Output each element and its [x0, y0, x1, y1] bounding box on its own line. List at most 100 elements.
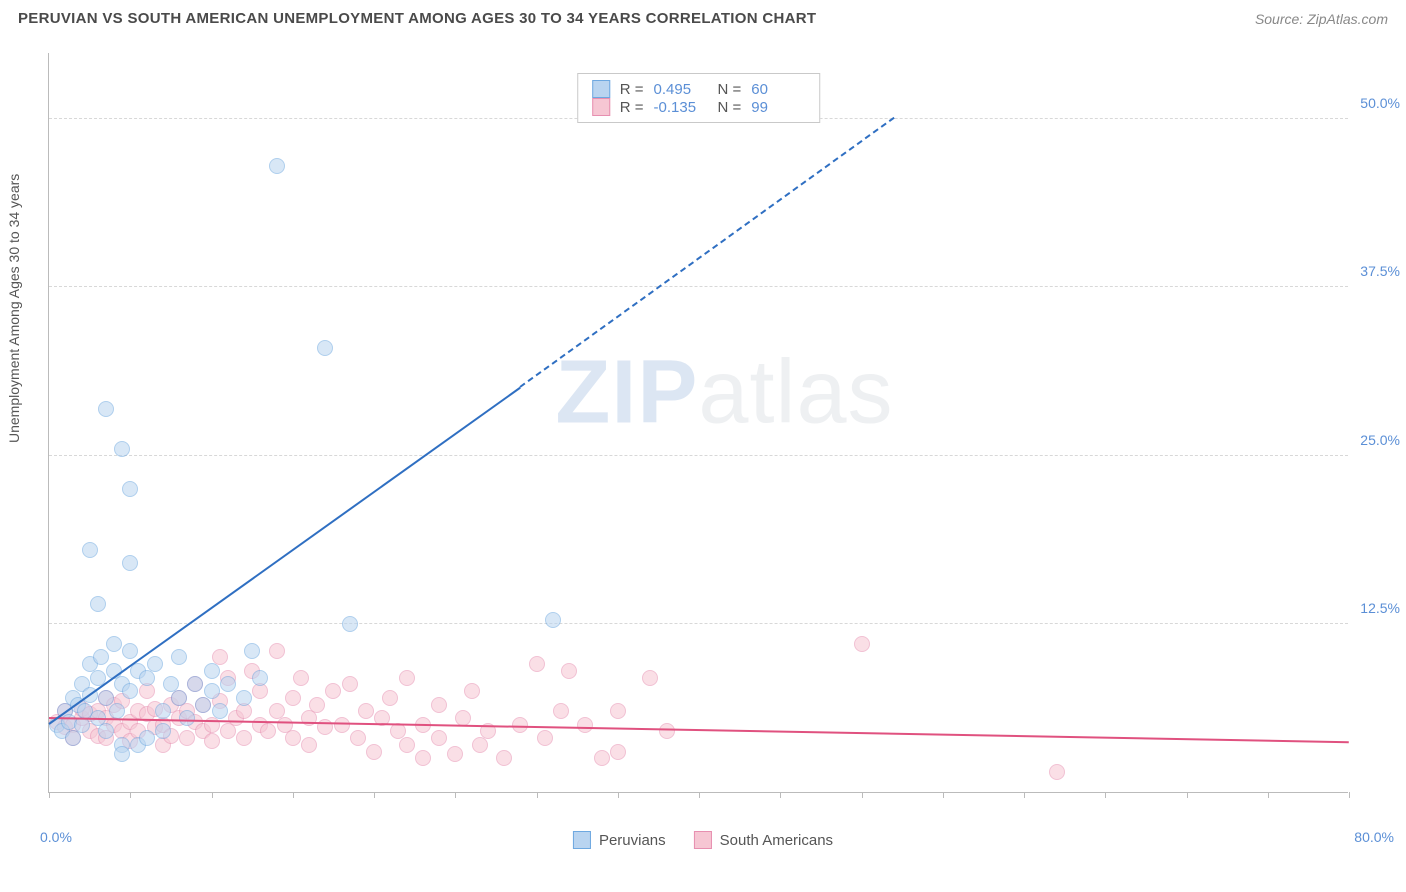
- x-tick-mark: [618, 792, 619, 798]
- legend-item-south-americans: South Americans: [694, 831, 833, 849]
- point-south-american: [106, 697, 122, 713]
- point-peruvian: [269, 158, 285, 174]
- point-south-american: [277, 717, 293, 733]
- point-peruvian: [114, 737, 130, 753]
- point-peruvian: [74, 676, 90, 692]
- point-south-american: [155, 737, 171, 753]
- point-south-american: [325, 683, 341, 699]
- n-value-peruvians: 60: [751, 81, 805, 98]
- point-peruvian: [155, 723, 171, 739]
- point-south-american: [334, 717, 350, 733]
- point-south-american: [342, 676, 358, 692]
- point-south-american: [1049, 764, 1065, 780]
- point-south-american: [285, 690, 301, 706]
- point-peruvian: [155, 703, 171, 719]
- point-south-american: [130, 723, 146, 739]
- gridline: [49, 623, 1348, 624]
- watermark: ZIPatlas: [555, 341, 893, 444]
- correlation-legend: R = 0.495 N = 60 R = -0.135 N = 99: [577, 73, 821, 123]
- point-south-american: [496, 750, 512, 766]
- point-south-american: [269, 703, 285, 719]
- point-south-american: [472, 737, 488, 753]
- point-south-american: [163, 728, 179, 744]
- point-south-american: [82, 723, 98, 739]
- point-south-american: [366, 744, 382, 760]
- legend-label-peruvians: Peruvians: [599, 832, 666, 849]
- point-south-american: [293, 670, 309, 686]
- point-south-american: [269, 643, 285, 659]
- legend-row-peruvians: R = 0.495 N = 60: [592, 80, 806, 98]
- n-value-south-americans: 99: [751, 99, 805, 116]
- x-tick-mark: [1187, 792, 1188, 798]
- point-peruvian: [93, 649, 109, 665]
- point-south-american: [309, 697, 325, 713]
- point-south-american: [455, 710, 471, 726]
- trendline-south-american: [49, 717, 1349, 743]
- series-legend: Peruvians South Americans: [573, 831, 833, 849]
- point-south-american: [464, 683, 480, 699]
- x-tick-mark: [212, 792, 213, 798]
- x-tick-mark: [130, 792, 131, 798]
- point-south-american: [212, 649, 228, 665]
- point-south-american: [537, 730, 553, 746]
- point-peruvian: [171, 649, 187, 665]
- point-south-american: [163, 697, 179, 713]
- point-south-american: [204, 733, 220, 749]
- x-tick-mark: [293, 792, 294, 798]
- point-south-american: [220, 670, 236, 686]
- swatch-peruvians-icon: [573, 831, 591, 849]
- swatch-south-americans-icon: [694, 831, 712, 849]
- point-peruvian: [163, 676, 179, 692]
- point-peruvian: [171, 690, 187, 706]
- y-tick-label: 37.5%: [1360, 263, 1400, 279]
- point-south-american: [147, 701, 163, 717]
- point-south-american: [236, 703, 252, 719]
- x-tick-mark: [862, 792, 863, 798]
- point-south-american: [390, 723, 406, 739]
- point-south-american: [122, 714, 138, 730]
- point-south-american: [187, 676, 203, 692]
- point-south-american: [236, 730, 252, 746]
- swatch-peruvians: [592, 80, 610, 98]
- point-peruvian: [342, 616, 358, 632]
- point-south-american: [610, 703, 626, 719]
- point-south-american: [122, 733, 138, 749]
- point-south-american: [854, 636, 870, 652]
- point-south-american: [57, 719, 73, 735]
- point-south-american: [171, 690, 187, 706]
- x-tick-mark: [537, 792, 538, 798]
- point-peruvian: [122, 481, 138, 497]
- point-south-american: [90, 728, 106, 744]
- legend-label-south-americans: South Americans: [720, 832, 833, 849]
- point-south-american: [260, 723, 276, 739]
- point-south-american: [179, 730, 195, 746]
- point-peruvian: [90, 596, 106, 612]
- point-peruvian: [187, 676, 203, 692]
- point-peruvian: [220, 676, 236, 692]
- point-south-american: [228, 710, 244, 726]
- point-south-american: [553, 703, 569, 719]
- point-south-american: [399, 737, 415, 753]
- point-south-american: [114, 723, 130, 739]
- point-peruvian: [204, 663, 220, 679]
- point-peruvian: [204, 683, 220, 699]
- point-peruvian: [139, 730, 155, 746]
- x-tick-mark: [1024, 792, 1025, 798]
- chart-title: PERUVIAN VS SOUTH AMERICAN UNEMPLOYMENT …: [18, 10, 816, 27]
- point-peruvian: [212, 703, 228, 719]
- x-tick-mark: [1349, 792, 1350, 798]
- point-south-american: [244, 663, 260, 679]
- x-tick-mark: [49, 792, 50, 798]
- x-tick-mark: [455, 792, 456, 798]
- point-south-american: [382, 690, 398, 706]
- point-south-american: [399, 670, 415, 686]
- point-peruvian: [236, 690, 252, 706]
- point-peruvian: [114, 676, 130, 692]
- x-tick-mark: [1105, 792, 1106, 798]
- point-peruvian: [82, 542, 98, 558]
- point-peruvian: [114, 746, 130, 762]
- x-tick-mark: [943, 792, 944, 798]
- point-south-american: [98, 690, 114, 706]
- point-south-american: [65, 730, 81, 746]
- point-south-american: [147, 719, 163, 735]
